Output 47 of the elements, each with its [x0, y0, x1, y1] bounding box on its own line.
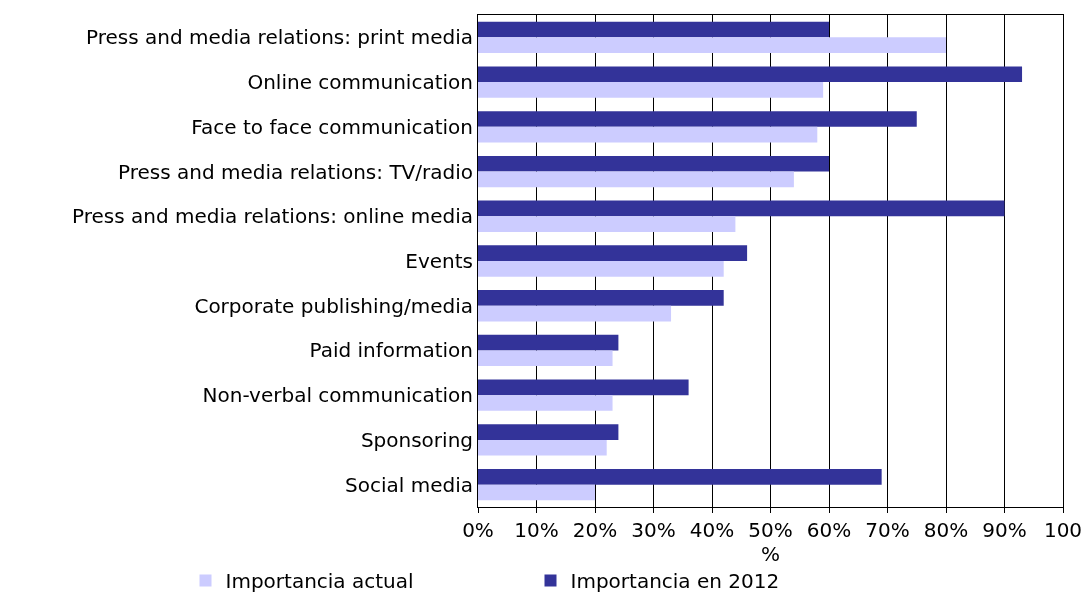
x-tick-label: 80%	[923, 518, 969, 542]
bar	[478, 126, 818, 143]
bar	[478, 171, 794, 188]
legend-label: Importancia actual	[225, 569, 414, 594]
bar	[478, 21, 829, 38]
bar	[478, 66, 1023, 83]
x-tick-label: 40%	[689, 518, 735, 542]
bar	[478, 305, 672, 322]
bar	[478, 261, 724, 277]
y-tick-label: Events	[405, 249, 473, 273]
y-tick-label: Social media	[345, 472, 473, 497]
y-tick-label: Online communication	[247, 70, 473, 95]
bar	[478, 216, 736, 232]
bar	[478, 424, 619, 440]
x-tick-label: 10%	[514, 518, 559, 542]
x-tick-label: 0%	[462, 518, 494, 542]
legend-label: Importancia en 2012	[570, 569, 780, 594]
bar	[478, 395, 613, 411]
bar	[478, 200, 1005, 217]
y-tick-label: Sponsoring	[360, 427, 473, 452]
bar	[478, 468, 882, 485]
x-tick-label: 20%	[572, 518, 618, 542]
x-tick-label: 60%	[806, 518, 852, 542]
x-tick-label: 70%	[865, 518, 910, 542]
bar	[478, 484, 595, 501]
x-tick-label: 90%	[982, 518, 1027, 542]
y-tick-label: Paid information	[309, 338, 473, 363]
bar	[478, 155, 829, 172]
y-tick-label: Non-verbal communication	[202, 383, 473, 408]
x-axis-title: %	[760, 542, 781, 566]
bar	[478, 111, 917, 127]
bar	[478, 334, 619, 351]
bar	[478, 439, 607, 456]
bar	[478, 82, 824, 98]
bar	[478, 37, 946, 54]
y-tick-label: Press and media relations: TV/radio	[118, 159, 473, 184]
y-tick-label: Press and media relations: online media	[71, 204, 473, 229]
y-tick-label: Corporate publishing/media	[194, 293, 473, 318]
y-tick-label: Press and media relations: print media	[85, 25, 473, 50]
bar	[478, 245, 748, 261]
x-tick-label: 100	[1043, 518, 1083, 542]
bar	[478, 290, 724, 306]
y-tick-label: Face to face communication	[191, 114, 473, 139]
bar	[478, 350, 613, 367]
bar	[478, 379, 689, 396]
x-tick-label: 50%	[748, 518, 793, 542]
x-tick-label: 30%	[631, 518, 676, 542]
